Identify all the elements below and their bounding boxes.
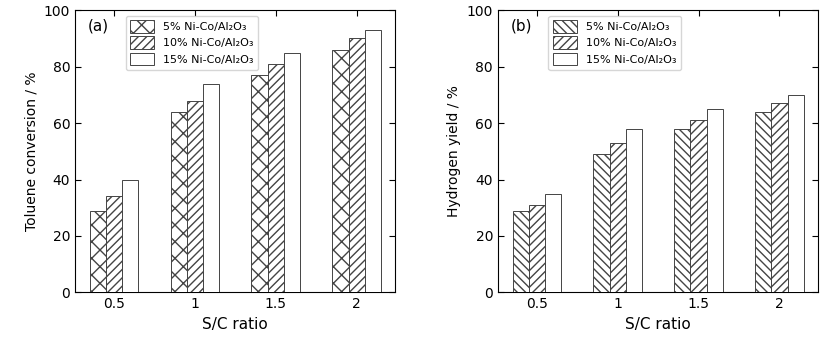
X-axis label: S/C ratio: S/C ratio <box>625 317 691 332</box>
Bar <box>691 120 706 292</box>
Bar <box>203 84 219 292</box>
Legend: 5% Ni-Co/Al₂O₃, 10% Ni-Co/Al₂O₃, 15% Ni-Co/Al₂O₃: 5% Ni-Co/Al₂O₃, 10% Ni-Co/Al₂O₃, 15% Ni-… <box>549 16 681 70</box>
Bar <box>755 112 772 292</box>
Bar <box>348 38 365 292</box>
Bar <box>675 129 691 292</box>
Bar <box>625 129 642 292</box>
Bar <box>529 205 545 292</box>
Legend: 5% Ni-Co/Al₂O₃, 10% Ni-Co/Al₂O₃, 15% Ni-Co/Al₂O₃: 5% Ni-Co/Al₂O₃, 10% Ni-Co/Al₂O₃, 15% Ni-… <box>125 16 258 70</box>
Bar <box>706 109 723 292</box>
Bar <box>610 143 625 292</box>
Bar <box>122 180 139 292</box>
Bar <box>332 50 348 292</box>
Bar <box>170 112 187 292</box>
Bar <box>187 101 203 292</box>
Bar <box>251 75 268 292</box>
Bar <box>513 210 529 292</box>
Bar <box>787 95 804 292</box>
Y-axis label: Toluene conversion / %: Toluene conversion / % <box>24 71 38 231</box>
Bar <box>772 103 787 292</box>
Bar <box>594 154 610 292</box>
Bar <box>365 30 381 292</box>
Y-axis label: Hydrogen yield / %: Hydrogen yield / % <box>448 85 461 217</box>
Bar <box>268 64 284 292</box>
Bar <box>106 197 122 292</box>
Bar <box>89 210 106 292</box>
Text: (a): (a) <box>88 19 109 34</box>
X-axis label: S/C ratio: S/C ratio <box>202 317 268 332</box>
Bar <box>545 194 561 292</box>
Text: (b): (b) <box>511 19 532 34</box>
Bar <box>284 52 300 292</box>
